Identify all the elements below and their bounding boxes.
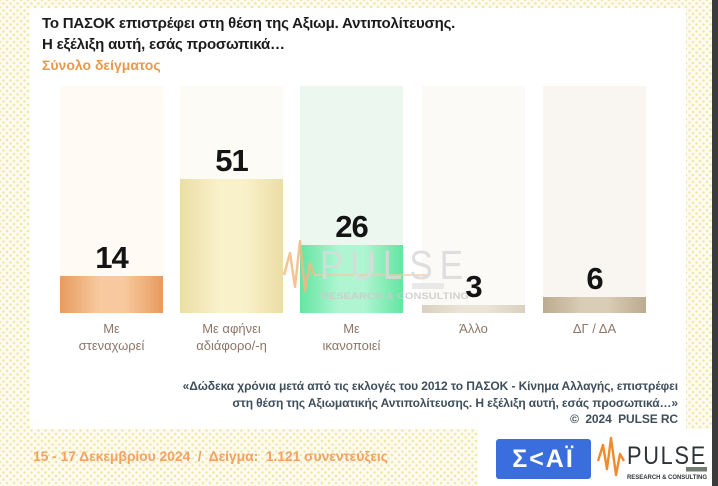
pulse-logo-brand: PULSE (627, 442, 707, 470)
skai-logo-text: Σ<ΑΪ (512, 444, 575, 473)
value-label: 26 (335, 209, 368, 244)
value-label: 51 (215, 143, 248, 178)
value-label: 14 (95, 240, 128, 275)
bar-segment (300, 245, 403, 313)
fieldwork-info: 15 - 17 Δεκεμβρίου 2024 / Δείγμα: 1.121 … (33, 448, 388, 464)
bar-chart: 14 51 26 3 6 PULSE RESEARCH & CONSULTING (30, 86, 686, 313)
skai-logo: Σ<ΑΪ (496, 439, 591, 479)
chart-column: 51 (180, 86, 283, 313)
logo-block: Σ<ΑΪ PULSE RESEARCH & CONSULTING (478, 429, 712, 486)
value-label: 3 (465, 269, 482, 304)
chart-column: 14 (60, 86, 163, 313)
chart-column: 3 (422, 86, 525, 313)
category-label: ΔΓ / ΔΑ (572, 321, 617, 336)
title-line-1: Το ΠΑΣΟΚ επιστρέφει στη θέση της Αξιωμ. … (42, 15, 456, 32)
page-title: Το ΠΑΣΟΚ επιστρέφει στη θέση της Αξιωμ. … (42, 13, 455, 55)
footnote: «Δώδεκα χρόνια μετά από τις εκλογές του … (183, 378, 678, 427)
bar-segment (422, 305, 525, 313)
bar-segment (60, 276, 163, 313)
pulse-logo: PULSE RESEARCH & CONSULTING (596, 436, 707, 481)
title-line-2: Η εξέλιξη αυτή, εσάς προσωπικά… (42, 36, 285, 53)
category-label: Με ικανοποιεί (322, 321, 381, 354)
sample-subtitle: Σύνολο δείγματος (42, 57, 161, 73)
bar-segment (543, 297, 646, 313)
pulse-waveform-icon (596, 436, 626, 477)
copyright: © 2024 PULSE RC (570, 411, 678, 426)
pulse-logo-tagline: RESEARCH & CONSULTING (627, 474, 707, 481)
value-label: 6 (586, 261, 603, 296)
chart-panel: Το ΠΑΣΟΚ επιστρέφει στη θέση της Αξιωμ. … (30, 8, 686, 429)
chart-column: 6 (543, 86, 646, 313)
category-label: Με αφήνει αδιάφορο/-η (196, 321, 267, 354)
category-label: Με στεναχωρεί (78, 321, 145, 354)
bar-segment (180, 179, 283, 313)
right-edge-strip (712, 0, 718, 486)
footnote-line-2: στη θέση της Αξιωματικής Αντιπολίτευσης.… (232, 395, 678, 410)
category-label: Άλλο (459, 321, 488, 336)
footnote-line-1: «Δώδεκα χρόνια μετά από τις εκλογές του … (182, 379, 678, 394)
chart-column: 26 (300, 86, 403, 313)
